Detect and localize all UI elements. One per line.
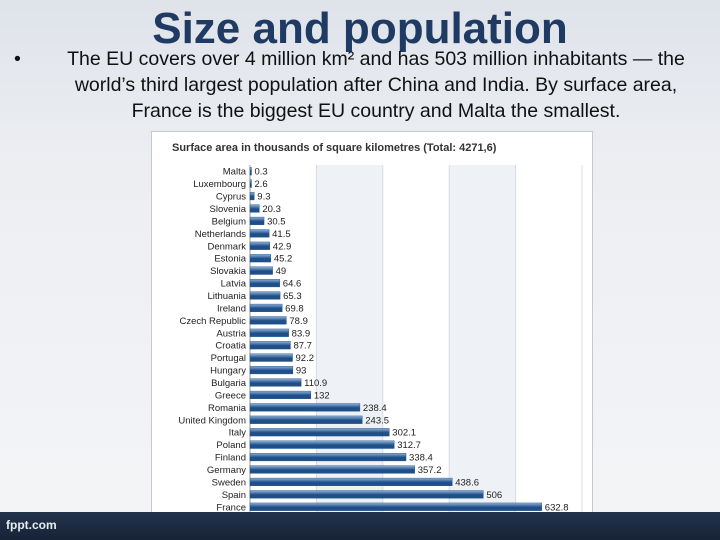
value-label: 92.2 bbox=[296, 353, 315, 364]
grid-band bbox=[449, 165, 516, 513]
bar bbox=[249, 366, 294, 375]
value-label: 41.5 bbox=[272, 229, 291, 240]
slide-title: Size and population bbox=[152, 4, 568, 53]
category-label: Germany bbox=[207, 465, 246, 476]
bar bbox=[249, 465, 415, 474]
bar bbox=[249, 353, 293, 362]
category-label: Cyprus bbox=[216, 192, 246, 203]
category-label: Bulgaria bbox=[211, 378, 247, 389]
category-label: United Kingdom bbox=[178, 415, 246, 426]
bar bbox=[249, 403, 361, 412]
value-label: 438.6 bbox=[455, 477, 479, 488]
value-label: 65.3 bbox=[283, 291, 302, 302]
value-label: 0.3 bbox=[255, 167, 268, 178]
bar bbox=[249, 316, 287, 325]
value-label: 42.9 bbox=[273, 241, 292, 252]
bar bbox=[249, 378, 302, 387]
footer-logo: fppt.com bbox=[6, 518, 57, 532]
category-label: Latvia bbox=[221, 279, 247, 290]
bar bbox=[249, 453, 407, 462]
bar bbox=[249, 328, 289, 337]
category-label: Lithuania bbox=[207, 291, 246, 302]
value-label: 632.8 bbox=[545, 502, 569, 513]
bullet-paragraph: • The EU covers over 4 million km² and h… bbox=[14, 46, 710, 124]
bar bbox=[249, 390, 312, 399]
bar bbox=[249, 179, 252, 188]
bar bbox=[249, 279, 280, 288]
value-label: 87.7 bbox=[293, 341, 312, 352]
category-label: Greece bbox=[215, 390, 246, 401]
category-label: Sweden bbox=[212, 477, 246, 488]
category-label: Czech Republic bbox=[179, 316, 246, 327]
value-label: 49 bbox=[276, 266, 287, 277]
bar bbox=[249, 241, 270, 250]
category-label: Estonia bbox=[214, 254, 246, 265]
value-label: 83.9 bbox=[292, 328, 311, 339]
value-label: 64.6 bbox=[283, 279, 302, 290]
bar bbox=[249, 204, 260, 213]
bar bbox=[249, 266, 273, 275]
value-label: 30.5 bbox=[267, 216, 286, 227]
bar bbox=[249, 229, 270, 238]
category-label: France bbox=[216, 502, 246, 513]
bar bbox=[249, 428, 390, 437]
category-label: Belgium bbox=[212, 216, 246, 227]
value-label: 20.3 bbox=[262, 204, 281, 215]
category-label: Malta bbox=[223, 167, 247, 178]
category-label: Romania bbox=[208, 403, 247, 414]
value-label: 243.5 bbox=[365, 415, 389, 426]
bar bbox=[249, 216, 265, 225]
category-label: Portugal bbox=[211, 353, 246, 364]
value-label: 302.1 bbox=[392, 428, 416, 439]
category-label: Ireland bbox=[217, 303, 246, 314]
chart-title: Surface area in thousands of square kilo… bbox=[172, 142, 497, 154]
value-label: 338.4 bbox=[409, 453, 433, 464]
value-label: 110.9 bbox=[304, 378, 327, 389]
value-label: 78.9 bbox=[289, 316, 308, 327]
category-label: Slovenia bbox=[210, 204, 247, 215]
value-label: 357.2 bbox=[418, 465, 442, 476]
bar bbox=[249, 502, 542, 511]
bullet-marker: • bbox=[14, 48, 21, 70]
value-label: 69.8 bbox=[285, 303, 304, 314]
bar bbox=[249, 167, 252, 176]
category-label: Slovakia bbox=[210, 266, 247, 277]
value-label: 312.7 bbox=[397, 440, 421, 451]
value-label: 9.3 bbox=[257, 192, 270, 203]
category-label: Croatia bbox=[215, 341, 246, 352]
bar bbox=[249, 303, 283, 312]
category-label: Denmark bbox=[207, 241, 246, 252]
bar bbox=[249, 477, 453, 486]
category-label: Luxembourg bbox=[193, 179, 246, 190]
category-label: Netherlands bbox=[195, 229, 246, 240]
category-label: Hungary bbox=[210, 366, 246, 377]
category-label: Finland bbox=[215, 453, 246, 464]
category-label: Poland bbox=[216, 440, 246, 451]
bar bbox=[249, 192, 255, 201]
bar bbox=[249, 440, 395, 449]
value-label: 93 bbox=[296, 366, 307, 377]
bullet-text: The EU covers over 4 million km² and has… bbox=[67, 48, 685, 122]
value-label: 238.4 bbox=[363, 403, 387, 414]
category-label: Austria bbox=[216, 328, 246, 339]
bar bbox=[249, 490, 484, 499]
value-label: 2.6 bbox=[255, 179, 268, 190]
bar bbox=[249, 415, 363, 424]
footer-bar: fppt.com bbox=[0, 512, 720, 540]
value-label: 506 bbox=[486, 490, 502, 501]
value-label: 132 bbox=[314, 390, 330, 401]
chart-panel: Surface area in thousands of square kilo… bbox=[151, 131, 593, 532]
bar bbox=[249, 341, 291, 350]
bar bbox=[249, 291, 281, 300]
category-label: Italy bbox=[229, 428, 247, 439]
value-label: 45.2 bbox=[274, 254, 293, 265]
surface-area-chart: Surface area in thousands of square kilo… bbox=[172, 142, 590, 528]
bar bbox=[249, 254, 272, 263]
category-label: Spain bbox=[222, 490, 246, 501]
